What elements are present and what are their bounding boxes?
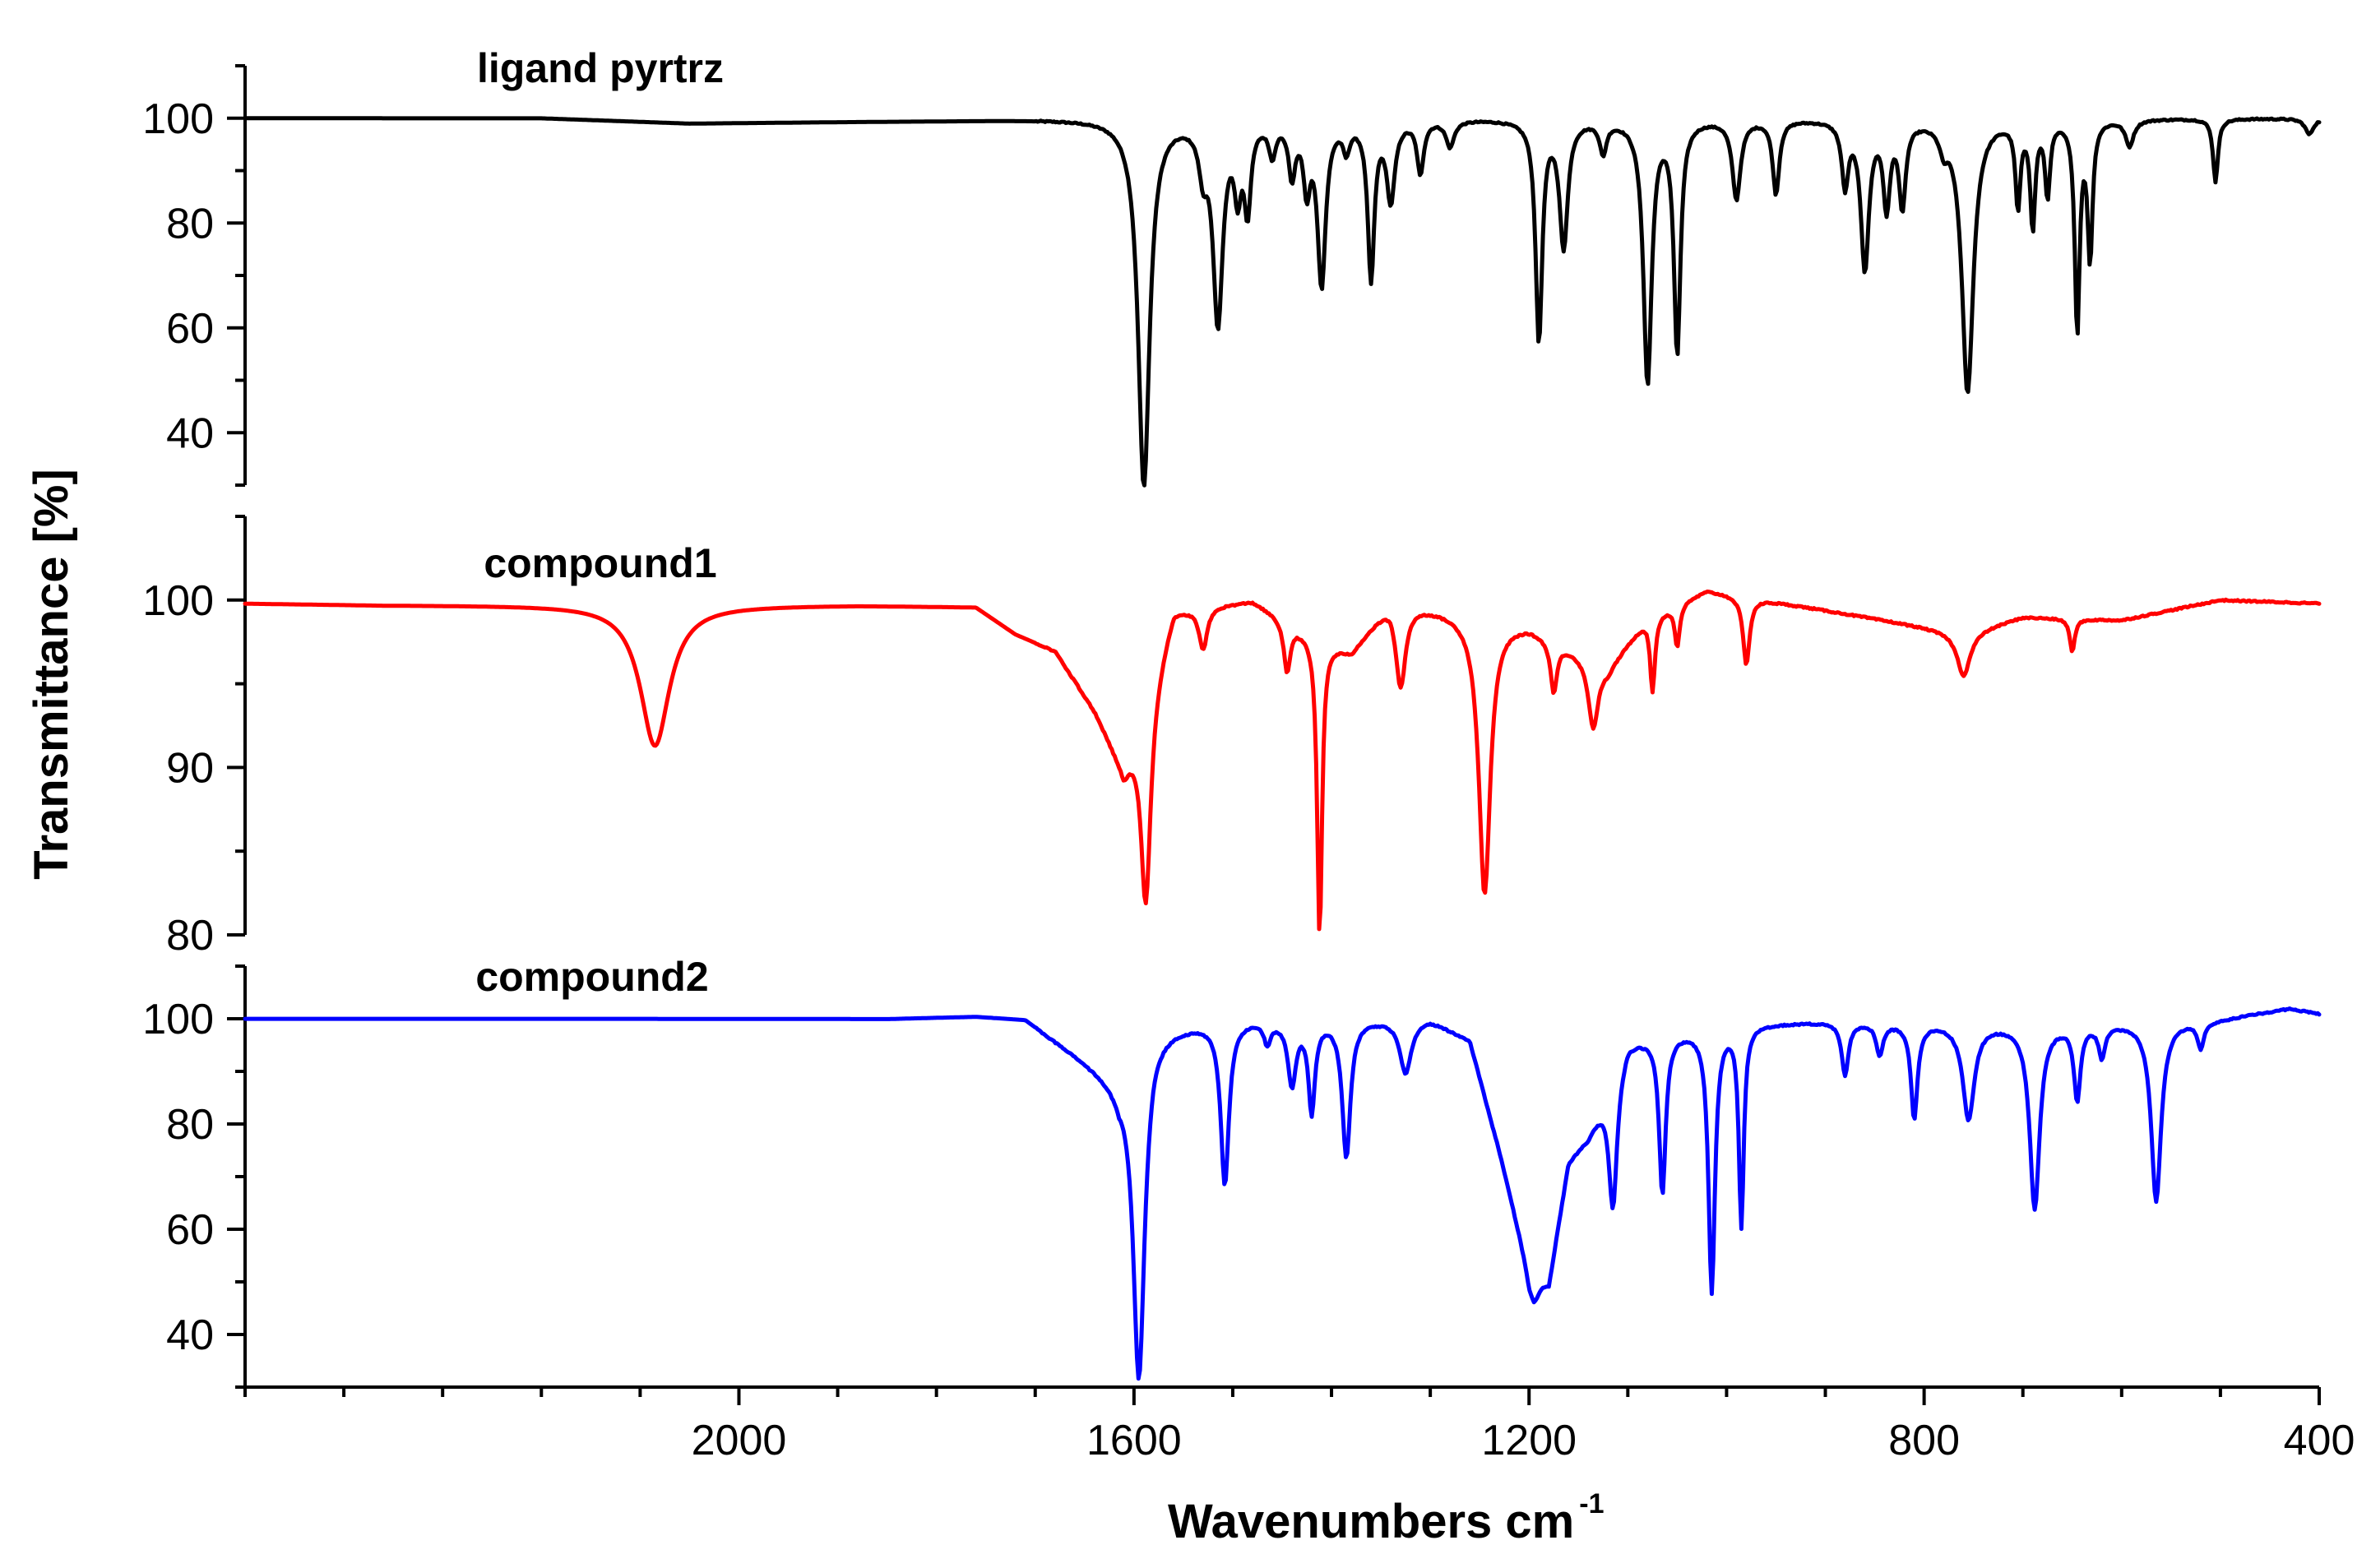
y-tick-label: 40 [166,1311,214,1359]
spectrum-line-ligand-pyrtrz [243,116,2322,488]
panel-2: 80 90 100 compound1 [142,515,2322,960]
y-tick-label: 100 [142,95,214,143]
y-tick-label: 60 [166,1206,214,1254]
x-tick-label: 800 [1888,1417,1960,1464]
x-axis-label-superscript: -1 [1579,1488,1604,1519]
spectrum-line-compound1 [243,590,2322,932]
panel-title: compound1 [484,540,716,586]
y-tick-label: 60 [166,305,214,353]
spectrum-line-compound2 [243,1006,2322,1381]
y-tick-label: 80 [166,200,214,247]
x-tick-label: 2000 [692,1417,787,1464]
y-tick-label: 80 [166,912,214,960]
panel-3: 40 60 80 100 compound2 [142,954,2322,1389]
x-tick-label: 1200 [1481,1417,1577,1464]
x-tick-label: 400 [2284,1417,2355,1464]
x-tick-label: 1600 [1086,1417,1182,1464]
panel-title: ligand pyrtrz [477,45,724,91]
y-tick-label: 90 [166,744,214,792]
x-axis-label: Wavenumbers cm -1 [1168,1488,1604,1548]
y-axis-label: Transmittance [%] [25,469,78,880]
y-tick-label: 80 [166,1101,214,1149]
y-tick-label: 100 [142,996,214,1043]
y-tick-label: 100 [142,577,214,625]
panel-title: compound2 [475,954,708,1000]
panel-1: 40 60 80 100 ligand pyrtrz [142,45,2322,488]
y-tick-label: 40 [166,409,214,457]
x-axis-label-text: Wavenumbers cm [1168,1495,1574,1548]
